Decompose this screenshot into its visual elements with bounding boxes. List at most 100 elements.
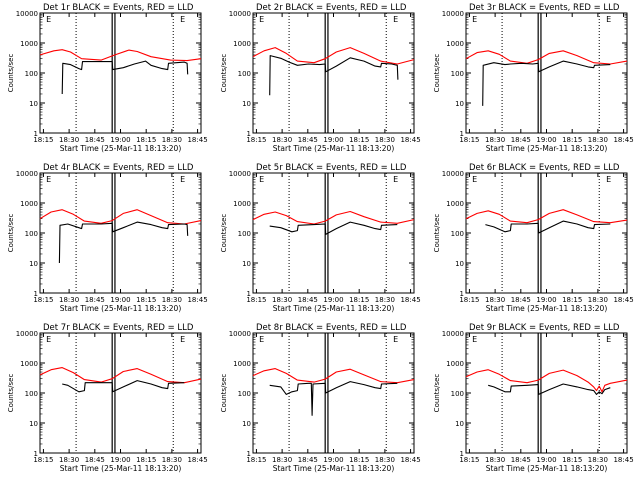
series-events-line (488, 383, 611, 395)
y-axis-title: Counts/sec (220, 214, 228, 253)
y-axis-title: Counts/sec (433, 374, 441, 413)
y-tick-label: 1000 (233, 360, 251, 368)
x-axis-title: Start Time (25-Mar-11 18:13:20) (486, 464, 608, 473)
e-marker: E (259, 15, 264, 24)
panel-title: Det 6r BLACK = Events, RED = LLD (469, 163, 620, 173)
x-tick-label: 18:30 (59, 296, 79, 304)
y-tick-label: 1000 (233, 200, 251, 208)
y-axis-title: Counts/sec (7, 214, 15, 253)
y-tick-label: 1 (247, 290, 251, 298)
e-marker: E (46, 15, 51, 24)
y-tick-label: 1 (460, 450, 464, 458)
y-tick-label: 100 (451, 70, 464, 78)
x-tick-label: 18:15 (562, 296, 582, 304)
e-marker: E (472, 15, 477, 24)
panel-9: Det 9r BLACK = Events, RED = LLD 1 10 100 10… (433, 323, 634, 473)
panel-title: Det 5r BLACK = Events, RED = LLD (256, 163, 407, 173)
y-axis-title: Counts/sec (220, 54, 228, 93)
panel-title: Det 8r BLACK = Events, RED = LLD (256, 323, 407, 333)
y-axis-title: Counts/sec (433, 54, 441, 93)
y-tick-label: 1000 (20, 40, 38, 48)
panel-title: Det 7r BLACK = Events, RED = LLD (43, 323, 194, 333)
x-tick-label: 19:00 (110, 456, 130, 464)
x-tick-label: 18:45 (400, 136, 420, 144)
y-tick-label: 10000 (229, 330, 251, 338)
series-events-line (58, 221, 189, 264)
x-tick-label: 18:45 (511, 456, 531, 464)
x-axis-title: Start Time (25-Mar-11 18:13:20) (486, 304, 608, 313)
x-tick-label: 19:00 (536, 456, 556, 464)
x-tick-label: 19:00 (323, 296, 343, 304)
y-tick-label: 10 (455, 260, 464, 268)
y-tick-label: 10000 (229, 10, 251, 18)
series-lld-line (465, 50, 628, 65)
panel-6: Det 6r BLACK = Events, RED = LLD 1 10 100 10… (433, 163, 634, 313)
x-tick-label: 18:15 (349, 136, 369, 144)
x-tick-label: 18:45 (613, 456, 633, 464)
x-tick-label: 18:30 (485, 136, 505, 144)
y-tick-label: 1000 (233, 40, 251, 48)
y-tick-label: 1 (460, 290, 464, 298)
y-axis-title: Counts/sec (7, 374, 15, 413)
x-axis-title: Start Time (25-Mar-11 18:13:20) (60, 144, 182, 153)
y-tick-label: 10 (242, 260, 251, 268)
x-tick-label: 18:30 (588, 136, 608, 144)
y-tick-label: 1 (34, 290, 38, 298)
x-tick-label: 18:45 (511, 296, 531, 304)
x-tick-label: 18:30 (375, 136, 395, 144)
y-axis-title: Counts/sec (433, 214, 441, 253)
x-tick-label: 18:45 (187, 456, 207, 464)
e-marker: E (180, 15, 185, 24)
y-tick-label: 10 (29, 260, 38, 268)
x-tick-label: 18:15 (459, 456, 479, 464)
x-tick-label: 18:45 (613, 296, 633, 304)
x-tick-label: 18:15 (136, 456, 156, 464)
y-tick-label: 1000 (20, 200, 38, 208)
x-tick-label: 18:45 (400, 456, 420, 464)
x-tick-label: 18:15 (246, 136, 266, 144)
x-tick-label: 18:30 (59, 136, 79, 144)
y-tick-label: 10 (455, 100, 464, 108)
x-tick-label: 19:00 (110, 296, 130, 304)
x-tick-label: 19:00 (536, 296, 556, 304)
panel-8: Det 8r BLACK = Events, RED = LLD 1 10 100 10… (220, 323, 421, 473)
panel-1: Det 1r BLACK = Events, RED = LLD 1 10 100 10… (7, 3, 208, 153)
e-marker: E (606, 15, 611, 24)
y-tick-label: 100 (25, 230, 38, 238)
e-marker: E (393, 175, 398, 184)
e-marker: E (259, 175, 264, 184)
panel-title: Det 1r BLACK = Events, RED = LLD (43, 3, 194, 13)
y-tick-label: 10000 (229, 170, 251, 178)
y-tick-label: 10000 (16, 10, 38, 18)
x-tick-label: 18:15 (349, 456, 369, 464)
panel-3: Det 3r BLACK = Events, RED = LLD 1 10 100 10… (433, 3, 634, 153)
x-tick-label: 18:30 (588, 456, 608, 464)
e-marker: E (180, 335, 185, 344)
x-tick-label: 19:00 (536, 136, 556, 144)
y-tick-label: 100 (25, 390, 38, 398)
y-tick-label: 100 (238, 230, 251, 238)
panel-title: Det 3r BLACK = Events, RED = LLD (469, 3, 620, 13)
series-lld-line (39, 49, 202, 62)
series-events-line (61, 60, 189, 95)
e-marker: E (606, 175, 611, 184)
y-tick-label: 1000 (446, 200, 464, 208)
x-tick-label: 19:00 (110, 136, 130, 144)
x-tick-label: 18:15 (459, 136, 479, 144)
e-marker: E (46, 175, 51, 184)
y-tick-label: 100 (238, 70, 251, 78)
panel-5: Det 5r BLACK = Events, RED = LLD 1 10 100 10… (220, 163, 421, 313)
x-tick-label: 18:45 (613, 136, 633, 144)
e-marker: E (393, 15, 398, 24)
y-tick-label: 1000 (446, 360, 464, 368)
x-axis-title: Start Time (25-Mar-11 18:13:20) (273, 304, 395, 313)
series-lld-line (252, 210, 415, 225)
y-tick-label: 1 (460, 130, 464, 138)
x-tick-label: 18:30 (375, 296, 395, 304)
x-axis-title: Start Time (25-Mar-11 18:13:20) (273, 144, 395, 153)
x-tick-label: 18:45 (85, 136, 105, 144)
x-tick-label: 18:30 (272, 296, 292, 304)
x-tick-label: 18:15 (136, 136, 156, 144)
